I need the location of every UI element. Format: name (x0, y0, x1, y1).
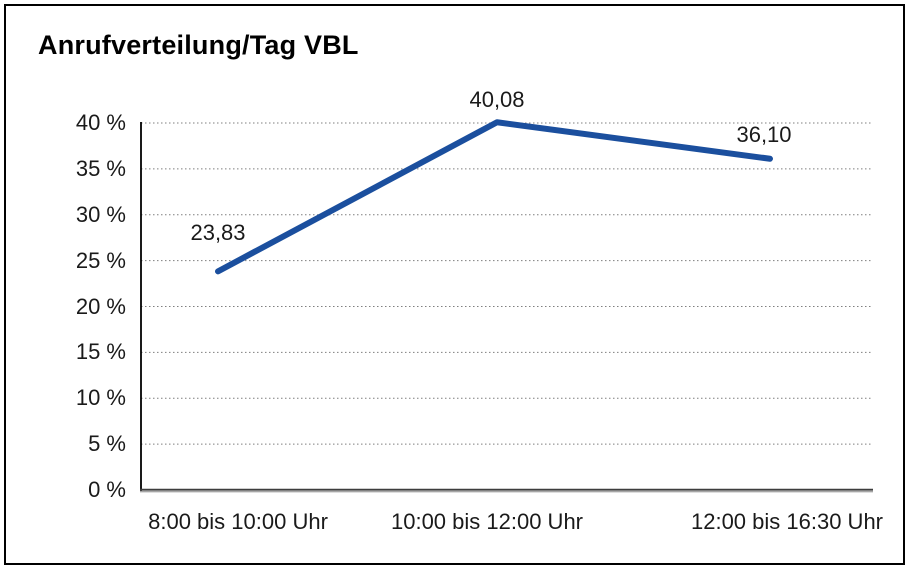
chart-frame (4, 4, 905, 565)
y-axis-tick-label: 30 % (75, 201, 126, 227)
chart-title: Anrufverteilung/Tag VBL (38, 30, 359, 60)
x-axis-category-label: 12:00 bis 16:30 Uhr (690, 509, 884, 534)
data-point-label: 23,83 (190, 220, 246, 246)
y-axis-tick-label: 0 % (88, 477, 126, 502)
data-point-label: 40,08 (469, 87, 525, 113)
data-point-label: 36,10 (736, 121, 792, 147)
y-axis-tick-label: 40 % (75, 110, 126, 135)
y-axis-tick-label: 10 % (75, 385, 126, 411)
y-axis-tick-label: 35 % (75, 155, 126, 181)
y-axis-tick-label: 5 % (88, 431, 126, 457)
x-axis-category-label: 8:00 bis 10:00 Uhr (148, 509, 328, 534)
y-axis-tick-label: 20 % (75, 293, 126, 319)
y-axis-tick-label: 25 % (75, 247, 126, 273)
y-axis-tick-label: 15 % (75, 339, 126, 365)
x-axis-category-label: 10:00 bis 12:00 Uhr (390, 509, 584, 534)
series-line (215, 119, 773, 275)
